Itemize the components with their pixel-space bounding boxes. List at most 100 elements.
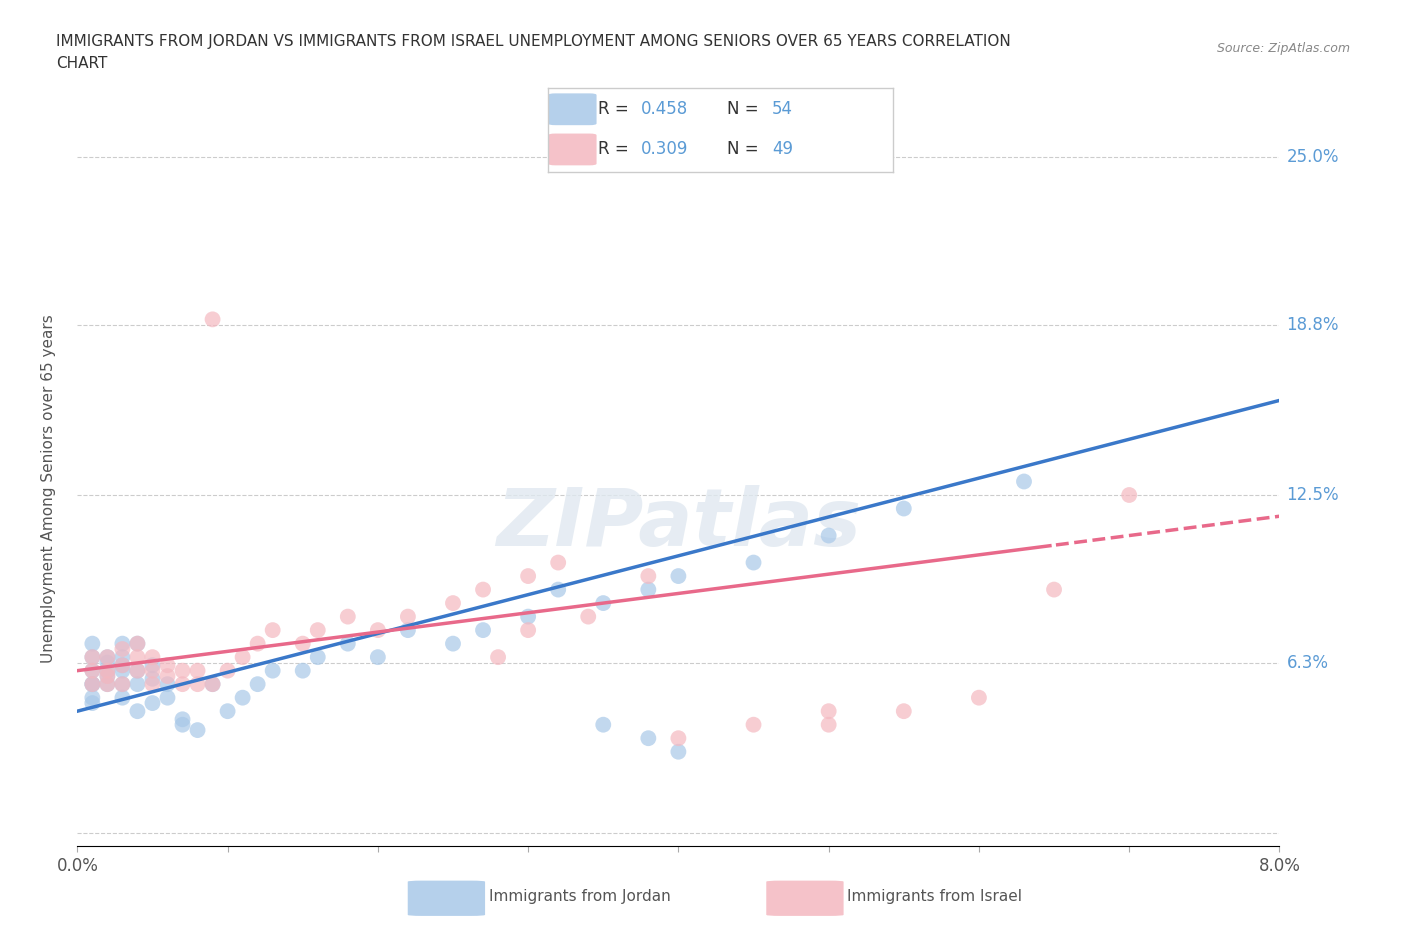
Text: Source: ZipAtlas.com: Source: ZipAtlas.com bbox=[1216, 42, 1350, 55]
Point bbox=[111, 663, 134, 678]
FancyBboxPatch shape bbox=[408, 881, 485, 916]
Point bbox=[817, 704, 839, 719]
Point bbox=[127, 650, 149, 665]
Point bbox=[201, 677, 224, 692]
Point bbox=[111, 636, 134, 651]
Point bbox=[82, 677, 104, 692]
Point bbox=[637, 568, 659, 583]
Point bbox=[111, 677, 134, 692]
FancyBboxPatch shape bbox=[548, 134, 596, 166]
Point bbox=[547, 555, 569, 570]
Point bbox=[96, 669, 118, 684]
Point bbox=[367, 623, 389, 638]
Point bbox=[742, 717, 765, 732]
Point bbox=[96, 655, 118, 670]
Point bbox=[111, 650, 134, 665]
Point bbox=[127, 677, 149, 692]
Point bbox=[201, 312, 224, 326]
Point bbox=[307, 623, 329, 638]
FancyBboxPatch shape bbox=[548, 93, 596, 126]
Point bbox=[141, 663, 163, 678]
Point bbox=[82, 677, 104, 692]
Point bbox=[246, 636, 269, 651]
Point bbox=[232, 690, 254, 705]
Point bbox=[127, 636, 149, 651]
Point bbox=[141, 671, 163, 686]
Point bbox=[82, 663, 104, 678]
Point bbox=[472, 582, 495, 597]
Point bbox=[517, 609, 540, 624]
Text: 6.3%: 6.3% bbox=[1286, 654, 1329, 671]
Point bbox=[111, 690, 134, 705]
Point bbox=[156, 658, 179, 672]
Text: Immigrants from Israel: Immigrants from Israel bbox=[846, 889, 1022, 905]
Point bbox=[576, 609, 599, 624]
Point bbox=[111, 677, 134, 692]
Point bbox=[111, 658, 134, 672]
Point bbox=[172, 677, 194, 692]
Point bbox=[592, 595, 614, 610]
Point bbox=[82, 663, 104, 678]
Text: IMMIGRANTS FROM JORDAN VS IMMIGRANTS FROM ISRAEL UNEMPLOYMENT AMONG SENIORS OVER: IMMIGRANTS FROM JORDAN VS IMMIGRANTS FRO… bbox=[56, 34, 1011, 49]
Point bbox=[517, 568, 540, 583]
Point bbox=[186, 723, 209, 737]
Point bbox=[668, 744, 690, 759]
Text: R =: R = bbox=[599, 100, 634, 118]
Point bbox=[127, 704, 149, 719]
Point bbox=[396, 609, 419, 624]
Point bbox=[637, 582, 659, 597]
Point bbox=[156, 677, 179, 692]
Point bbox=[111, 642, 134, 657]
Point bbox=[742, 555, 765, 570]
Text: 25.0%: 25.0% bbox=[1286, 148, 1339, 166]
Point bbox=[172, 711, 194, 726]
Text: N =: N = bbox=[727, 100, 765, 118]
Point bbox=[96, 650, 118, 665]
Point bbox=[817, 717, 839, 732]
Point bbox=[893, 501, 915, 516]
FancyBboxPatch shape bbox=[766, 881, 844, 916]
Point bbox=[517, 623, 540, 638]
Point bbox=[82, 690, 104, 705]
Point bbox=[472, 623, 495, 638]
Point bbox=[291, 663, 314, 678]
Text: 54: 54 bbox=[772, 100, 793, 118]
Point bbox=[141, 696, 163, 711]
Point bbox=[141, 658, 163, 672]
Y-axis label: Unemployment Among Seniors over 65 years: Unemployment Among Seniors over 65 years bbox=[42, 314, 56, 663]
Point bbox=[486, 650, 509, 665]
Point bbox=[96, 669, 118, 684]
Text: CHART: CHART bbox=[56, 56, 108, 71]
Point bbox=[127, 636, 149, 651]
Point bbox=[1118, 487, 1140, 502]
Text: R =: R = bbox=[599, 140, 634, 158]
Point bbox=[82, 677, 104, 692]
Point bbox=[336, 636, 359, 651]
Point bbox=[668, 731, 690, 746]
Text: 12.5%: 12.5% bbox=[1286, 486, 1339, 504]
Point bbox=[141, 677, 163, 692]
Point bbox=[82, 650, 104, 665]
Point bbox=[262, 663, 284, 678]
Point bbox=[127, 663, 149, 678]
Point bbox=[217, 663, 239, 678]
Point bbox=[232, 650, 254, 665]
Point bbox=[96, 663, 118, 678]
Point bbox=[156, 690, 179, 705]
Text: 0.458: 0.458 bbox=[641, 100, 689, 118]
Point bbox=[367, 650, 389, 665]
Point bbox=[307, 650, 329, 665]
Point bbox=[111, 658, 134, 672]
Point bbox=[1012, 474, 1035, 489]
Point bbox=[156, 669, 179, 684]
Point bbox=[967, 690, 990, 705]
Point bbox=[82, 636, 104, 651]
Point bbox=[96, 663, 118, 678]
Point bbox=[592, 717, 614, 732]
Text: ZIPatlas: ZIPatlas bbox=[496, 485, 860, 563]
Point bbox=[668, 568, 690, 583]
Point bbox=[246, 677, 269, 692]
Point bbox=[82, 650, 104, 665]
Point bbox=[82, 696, 104, 711]
Point bbox=[441, 636, 464, 651]
